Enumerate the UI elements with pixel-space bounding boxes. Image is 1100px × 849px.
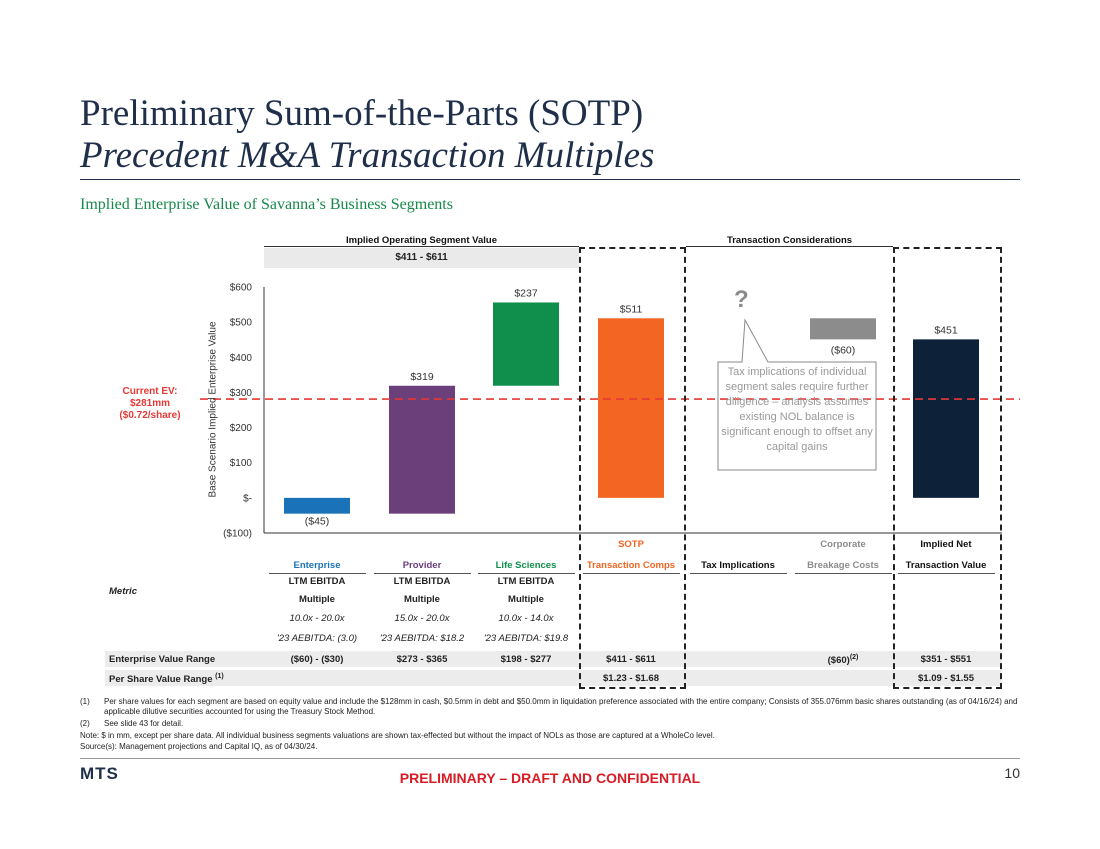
footnote-2: See slide 43 for detail. [104, 719, 184, 728]
ps-range-label: Per Share Value Range (1) [109, 673, 224, 685]
metric-line1: LTM EBITDA [288, 576, 346, 587]
metric-range: 15.0x - 20.0x [394, 613, 450, 624]
page-subtitle: Precedent M&A Transaction Multiples [80, 135, 655, 176]
ev-range-value: ($60) - ($30) [290, 654, 344, 665]
current-ev-line3: ($0.72/share) [119, 410, 181, 421]
ps-range-label-text: Per Share Value Range [109, 674, 213, 686]
sotp-dashed-box [579, 247, 686, 689]
y-tick-label: $- [243, 493, 252, 504]
ps-range-note: (1) [215, 673, 224, 680]
column-header: Enterprise [293, 560, 341, 571]
bar-label-2: $237 [514, 287, 538, 299]
column-header-underline [477, 573, 575, 574]
ev-row-bg [105, 651, 1002, 667]
current-ev-label: Current EV: $281mm ($0.72/share) [100, 386, 200, 422]
column-header: Transaction Comps [586, 560, 676, 571]
ev-range-value: $273 - $365 [396, 654, 448, 665]
y-tick-label: $500 [230, 318, 253, 329]
footnote-2-num: (2) [80, 719, 90, 728]
y-tick-label: $600 [230, 283, 253, 294]
transaction-header-line [686, 246, 893, 247]
bar-label-0: ($45) [305, 516, 330, 528]
column-header-underline [794, 573, 892, 574]
ev-range-value: $411 - $611 [606, 654, 656, 665]
column-header-underline [268, 573, 366, 574]
metric-aebitda: '23 AEBITDA: $18.2 [379, 633, 465, 644]
y-tick-label: $100 [230, 458, 253, 469]
ev-range-note: (2) [849, 654, 859, 661]
column-header: Life Sciences [495, 560, 557, 571]
column-header-underline [582, 573, 680, 574]
callout-bubble [717, 318, 877, 471]
footnote-1: Per share values for each segment are ba… [104, 697, 1018, 716]
metric-aebitda: '23 AEBITDA: $19.8 [483, 633, 569, 644]
metric-range: 10.0x - 20.0x [289, 613, 345, 624]
confidential-label: PRELIMINARY – DRAFT AND CONFIDENTIAL [399, 770, 701, 786]
page-title: Preliminary Sum-of-the-Parts (SOTP) [80, 93, 644, 134]
title-divider [80, 179, 1020, 180]
ev-range-value: $198 - $277 [500, 654, 552, 665]
bar-3 [598, 318, 664, 498]
ps-range-value: $1.23 - $1.68 [603, 673, 659, 684]
metric-line1: LTM EBITDA [497, 576, 555, 587]
operating-range: $411 - $611 [264, 248, 579, 268]
bar-label-6: $451 [934, 324, 958, 336]
bar-0 [284, 497, 350, 514]
footnote-1-num: (1) [80, 697, 90, 706]
column-header-top: SOTP [618, 539, 644, 550]
column-header-top: Corporate [820, 539, 866, 550]
net-value-dashed-box [893, 247, 1002, 689]
metric-aebitda: '23 AEBITDA: (3.0) [276, 633, 358, 644]
operating-header: Implied Operating Segment Value [346, 235, 497, 246]
ps-range-value: $1.09 - $1.55 [918, 673, 974, 684]
current-ev-line2: $281mm [129, 398, 171, 409]
column-header: Transaction Value [905, 560, 987, 571]
column-header: Breakage Costs [807, 560, 879, 571]
footer-divider [80, 758, 1020, 759]
column-header-underline [897, 573, 995, 574]
bar-6 [913, 339, 979, 498]
operating-header-line [264, 246, 579, 247]
bar-1 [389, 385, 455, 514]
metric-line2: Multiple [299, 594, 335, 605]
ps-row-bg [105, 670, 1002, 686]
metric-label: Metric [109, 586, 137, 597]
current-ev-line1: Current EV: [122, 386, 178, 397]
section-title: Implied Enterprise Value of Savanna’s Bu… [80, 196, 453, 213]
column-header: Tax Implications [701, 560, 775, 571]
metric-range: 10.0x - 14.0x [498, 613, 554, 624]
bar-label-1: $319 [410, 371, 434, 383]
metric-line2: Multiple [508, 594, 544, 605]
transaction-header: Transaction Considerations [726, 235, 853, 246]
bar-label-5: ($60) [831, 344, 856, 356]
footnote-note: Note: $ in mm, except per share data. Al… [80, 731, 715, 740]
column-header-top: Implied Net [920, 539, 972, 550]
ev-range-value: ($60)(2) [827, 654, 859, 667]
bar-2 [493, 302, 559, 386]
footnote-source: Source(s): Management projections and Ca… [80, 742, 318, 751]
bar-label-3: $511 [620, 303, 643, 315]
y-tick-label: ($100) [223, 529, 252, 540]
y-tick-label: $200 [230, 423, 253, 434]
column-header-underline [689, 573, 787, 574]
column-header-underline [373, 573, 471, 574]
bar-5 [810, 318, 876, 340]
ev-range-label: Enterprise Value Range [109, 654, 216, 665]
column-header: Provider [402, 560, 442, 571]
metric-line1: LTM EBITDA [393, 576, 451, 587]
company-logo: MTS [80, 764, 119, 783]
y-tick-label: $400 [230, 353, 253, 364]
y-tick-label: $300 [230, 388, 253, 399]
y-axis-label: Base Scenario Implied Enterprise Value [207, 321, 219, 498]
ev-range-value: $351 - $551 [920, 654, 972, 665]
question-mark-icon: ? [734, 286, 749, 313]
page-number: 10 [1004, 765, 1020, 781]
tax-callout-text: Tax implications of individual segment s… [721, 366, 873, 453]
metric-line2: Multiple [404, 594, 440, 605]
